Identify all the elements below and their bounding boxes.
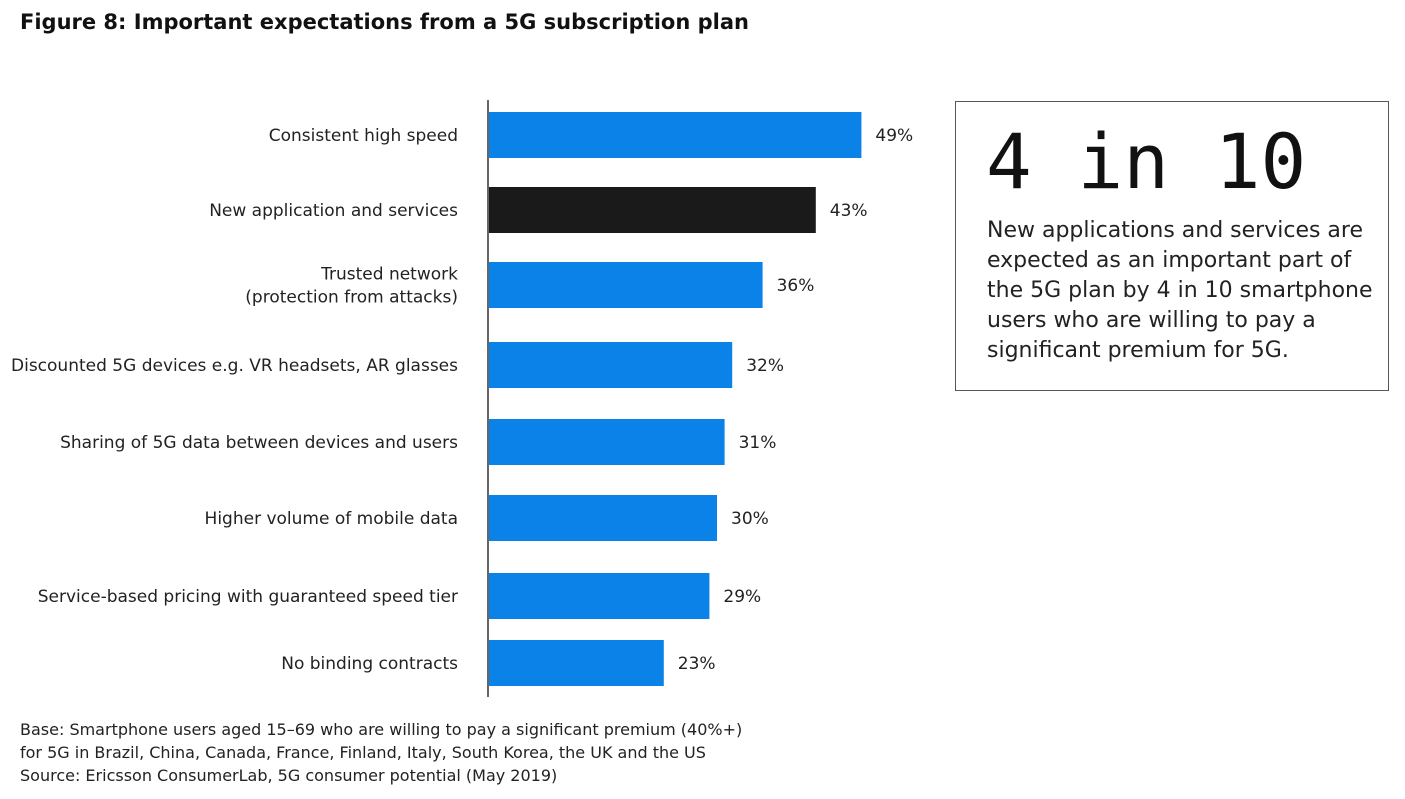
value-label-4: 31% [739, 433, 777, 453]
value-label-1: 43% [830, 201, 868, 221]
footnote-base-line-1: Base: Smartphone users aged 15–69 who ar… [20, 720, 743, 739]
footnote-base-line-2: for 5G in Brazil, China, Canada, France,… [20, 743, 706, 762]
bar-2 [489, 262, 763, 308]
category-label-1: New application and services [209, 201, 458, 221]
value-label-5: 30% [731, 509, 769, 529]
value-label-3: 32% [746, 356, 784, 376]
bar-chart: 49% Consistent high speed 43% New applicati… [11, 100, 913, 697]
footnote-source: Source: Ericsson ConsumerLab, 5G consume… [20, 766, 558, 785]
category-label-0: Consistent high speed [269, 126, 458, 146]
category-label-7: No binding contracts [281, 654, 458, 674]
category-label-5: Higher volume of mobile data [205, 509, 458, 529]
bar-0 [489, 112, 862, 158]
value-label-0: 49% [875, 126, 913, 146]
bar-7 [489, 640, 664, 686]
bar-5 [489, 495, 717, 541]
bar-3 [489, 342, 733, 388]
bar-4 [489, 419, 725, 465]
bar-6 [489, 573, 710, 619]
category-label-2: Trusted network (protection from attacks) [245, 265, 458, 308]
figure-title: Figure 8: Important expectations from a … [20, 10, 749, 34]
footnote: Base: Smartphone users aged 15–69 who ar… [20, 718, 742, 787]
callout-box: 4 in 10 New applications and services ar… [955, 101, 1389, 391]
bar-1 [489, 187, 816, 233]
value-label-7: 23% [678, 654, 716, 674]
callout-stat: 4 in 10 [986, 117, 1307, 206]
callout-text: New applications and services are expect… [987, 218, 1373, 363]
value-label-2: 36% [777, 276, 815, 296]
category-label-6: Service-based pricing with guaranteed sp… [38, 587, 458, 607]
category-label-3: Discounted 5G devices e.g. VR headsets, … [11, 356, 458, 376]
value-label-6: 29% [723, 587, 761, 607]
category-label-4: Sharing of 5G data between devices and u… [60, 433, 458, 453]
